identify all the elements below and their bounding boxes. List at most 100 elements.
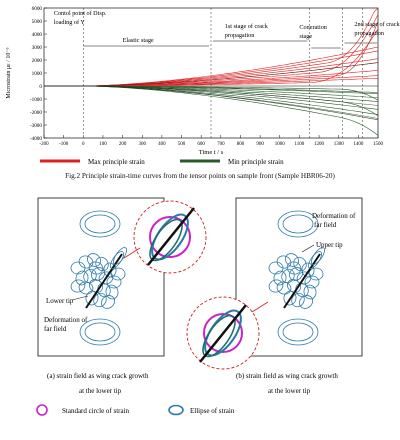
panel-b-caption-1: (b) strain field as wing crack growth [236, 372, 338, 380]
x-tick-label: 400 [158, 142, 166, 147]
cluster-ellipse [268, 279, 284, 293]
cluster-ellipse [284, 253, 300, 267]
legend-standard-circle-icon [36, 404, 48, 416]
panel-b-label-tip: Upper tip [316, 241, 343, 249]
x-tick-label: 1400 [353, 142, 364, 147]
far-field-ellipse [84, 214, 116, 234]
cluster-ellipse [308, 267, 324, 281]
chart-annotation: loading of Y [54, 19, 86, 26]
cluster-ellipse [85, 290, 99, 306]
y-tick-label: 1000 [32, 71, 43, 77]
chart-legend: Max principle strain Min principle strai… [40, 158, 284, 166]
strain-field-diagram: Deformation of far field Lower tip Defor… [36, 197, 363, 416]
legend-ellipse-label: Ellipse of strain [190, 407, 235, 415]
cluster-ellipse [276, 281, 292, 295]
cluster-ellipse [286, 279, 302, 293]
y-tick-label: 0 [39, 84, 42, 90]
cluster-ellipse [106, 275, 122, 289]
legend-max-label: Max principle strain [88, 158, 145, 166]
x-tick-label: 1000 [275, 142, 286, 147]
far-field-ellipse [84, 322, 116, 342]
cluster-ellipse [268, 261, 284, 275]
far-field-ellipse [277, 318, 319, 346]
chart-annotation: 1st stage of crack [225, 23, 269, 30]
chart-annotation: propagation [354, 30, 384, 37]
strain-time-chart: 6000 5000 4000 3000 2000 1000 0 -1000 -2000 -3000… [6, 6, 400, 156]
cluster-ellipse [100, 295, 116, 309]
wing-crack-line [85, 253, 123, 309]
chart-annotation: stage [299, 33, 312, 40]
tip-ellipse [109, 251, 125, 269]
x-tick-label: 300 [138, 142, 146, 147]
chart-annotation: Contol point of Disp. [54, 10, 107, 17]
cluster-ellipse [90, 267, 106, 281]
cluster-ellipse [286, 261, 302, 275]
cluster-ellipse [105, 284, 119, 300]
far-field-ellipse [79, 210, 121, 238]
chart-annotation: Coneration [299, 24, 327, 31]
wing-crack-line [283, 253, 321, 309]
y-tick-label: 5000 [32, 19, 43, 25]
strain-curve [44, 62, 379, 87]
x-tick-label: 1200 [314, 142, 325, 147]
y-tick-label: -3000 [30, 123, 43, 129]
zoom-connector-b [251, 301, 269, 313]
x-tick-label: 1100 [294, 142, 304, 147]
panel-a-label-far-1: Deformation of [44, 316, 88, 324]
x-tick-label: -200 [39, 142, 49, 147]
y-tick-label: 6000 [32, 6, 43, 12]
far-field-ellipse [282, 214, 314, 234]
x-tick-label: -100 [59, 142, 69, 147]
cluster-ellipse [98, 271, 114, 285]
y-tick-label: 4000 [32, 32, 43, 38]
zoom-circle-upper [133, 200, 207, 274]
y-tick-label: 2000 [32, 58, 43, 64]
cluster-ellipse [293, 256, 307, 272]
panel-a-caption-2: at the lower tip [79, 387, 122, 395]
panel-a-label-far-2: far field [44, 325, 67, 333]
x-tick-label: 500 [178, 142, 186, 147]
cluster-ellipse [288, 267, 304, 281]
far-field-ellipse [282, 322, 314, 342]
y-tick-label: -1000 [30, 97, 43, 103]
x-axis-label: Time t / s [199, 149, 224, 156]
cluster-ellipse [75, 270, 89, 286]
tip-ellipse [307, 251, 323, 269]
chart-annotation: propagation [225, 32, 255, 39]
panel-b-caption-2: at the lower tip [268, 387, 311, 395]
x-tick-label: 100 [99, 142, 107, 147]
strain-curve [44, 85, 379, 119]
cluster-ellipse [298, 295, 314, 309]
panel-b-label-far-2: far field [314, 221, 337, 229]
chart-annotation: Elastic stage [123, 37, 154, 44]
cluster-ellipse [273, 270, 287, 286]
panel-a-frame [37, 197, 165, 357]
cluster-ellipse [296, 271, 312, 285]
x-tick-label: 800 [237, 142, 245, 147]
legend-standard-circle-label: Standard circle of strain [62, 407, 130, 415]
cluster-ellipse [304, 275, 320, 289]
panel-a-caption-1: (a) strain field as wing crack growth [47, 372, 149, 380]
x-tick-label: 200 [119, 142, 127, 147]
cluster-ellipse [70, 261, 86, 275]
cluster-ellipse [86, 253, 102, 267]
panel-b-ellipses [268, 210, 326, 346]
x-tick-label: 1300 [334, 142, 345, 147]
y-tick-label: 3000 [32, 45, 43, 51]
figure-caption: Fig.2 Principle strain-time curves from … [65, 172, 335, 180]
cluster-ellipse [303, 284, 317, 300]
cluster-ellipse [291, 292, 305, 308]
panel-b-frame [235, 197, 363, 357]
cluster-ellipse [93, 292, 107, 308]
y-tick-label: -2000 [30, 110, 43, 116]
panel-b-label-far-1: Deformation of [312, 212, 356, 220]
x-tick-label: 700 [217, 142, 225, 147]
y-axis-label: Microstrain με / 10⁻⁶ [6, 47, 12, 98]
far-field-ellipse [79, 318, 121, 346]
cluster-ellipse [88, 261, 104, 275]
cluster-ellipse [283, 290, 297, 306]
legend-min-label: Min principle strain [228, 158, 284, 166]
chart-annotation: 2nd stage of crack [354, 21, 400, 28]
far-field-ellipse [277, 210, 319, 238]
